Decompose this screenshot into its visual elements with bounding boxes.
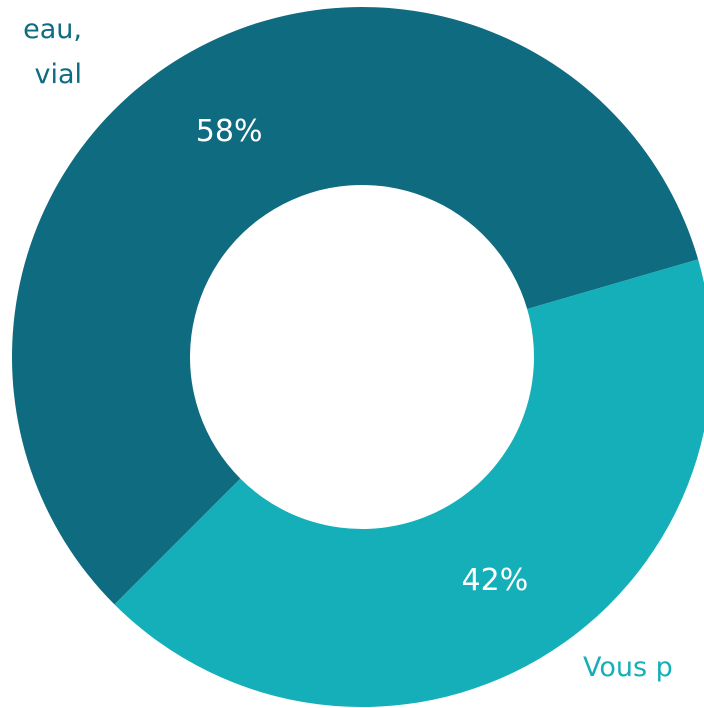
- donut-segment: [114, 259, 704, 707]
- value-label: 58%: [196, 114, 263, 149]
- category-label: eau, vial: [23, 14, 82, 90]
- value-label: 42%: [462, 563, 529, 598]
- donut-segment: [11, 6, 699, 605]
- category-label: Vous p: [583, 652, 673, 683]
